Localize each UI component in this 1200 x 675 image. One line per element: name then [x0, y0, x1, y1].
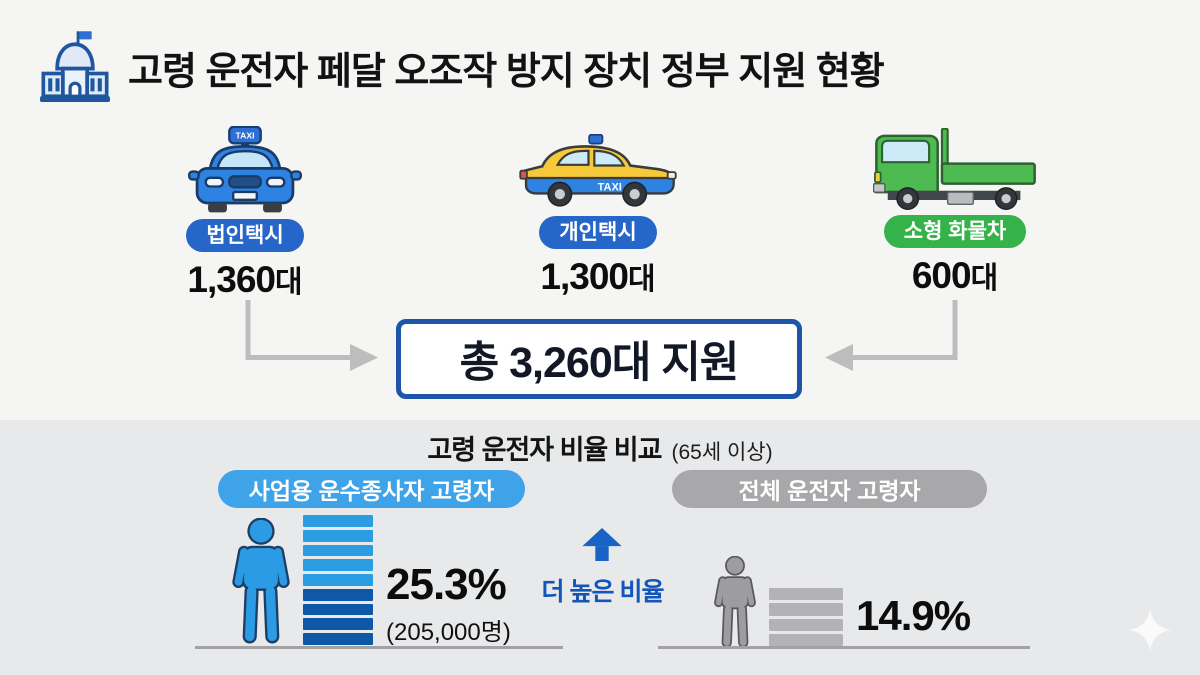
all-driver-percent: 14.9%	[856, 592, 971, 639]
all-driver-ratio-bar	[769, 588, 843, 646]
comparison-subtitle: (65세 이상)	[671, 441, 773, 464]
sparkle-icon	[1128, 608, 1172, 652]
all-drivers-pill: 전체 운전자 고령자	[672, 470, 987, 508]
small-truck-badge: 소형 화물차	[883, 215, 1027, 249]
small-truck-icon	[872, 128, 1036, 210]
higher-ratio-label: 더 높은 비율	[541, 578, 665, 606]
all-driver-person-icon	[714, 556, 756, 648]
bar-segment	[303, 515, 373, 527]
bar-segment	[303, 574, 373, 586]
connector-arrows	[245, 300, 958, 371]
bar-segment	[303, 544, 373, 557]
corporate-taxi-icon: TAXI	[188, 126, 302, 213]
business-drivers-pill: 사업용 운수종사자 고령자	[218, 470, 525, 508]
corporate-taxi-count: 1,360 대	[187, 259, 303, 301]
business-driver-person-icon	[232, 518, 290, 644]
bar-segment	[303, 588, 373, 601]
bar-segment	[769, 618, 843, 631]
vehicle-small-truck: 소형 화물차 600 대	[845, 128, 1065, 297]
private-taxi-count: 1,300 대	[540, 256, 656, 298]
small-truck-count: 600 대	[911, 255, 999, 297]
bar-segment	[769, 588, 843, 601]
svg-text:TAXI: TAXI	[235, 131, 254, 141]
svg-text:TAXI: TAXI	[598, 181, 622, 193]
left-connector-arrow	[245, 300, 378, 371]
business-driver-count-note: (205,000명)	[386, 619, 511, 646]
private-taxi-badge: 개인택시	[539, 216, 657, 250]
vehicle-private-taxi: TAXI 개인택시 1,300 대	[488, 134, 708, 298]
up-arrow-icon	[582, 528, 622, 561]
bar-segment	[769, 603, 843, 616]
business-driver-percent: 25.3%	[386, 560, 507, 609]
total-support-text: 총 3,260대 지원	[459, 339, 740, 387]
bar-segment	[303, 529, 373, 542]
government-building-icon	[40, 31, 110, 102]
private-taxi-icon: TAXI	[519, 134, 677, 207]
bar-segment	[303, 633, 373, 646]
support-status-section: 고령 운전자 페달 오조작 방지 장치 정부 지원 현황 TAXI	[36, 28, 1065, 399]
header: 고령 운전자 페달 오조작 방지 장치 정부 지원 현황	[36, 28, 885, 106]
total-support-box: 총 3,260대 지원	[396, 319, 802, 399]
bar-segment	[303, 603, 373, 616]
bar-segment	[303, 618, 373, 631]
left-baseline	[195, 646, 563, 649]
corporate-taxi-badge: 법인택시	[186, 219, 304, 253]
bar-segment	[769, 633, 843, 646]
business-driver-ratio-bar	[303, 515, 373, 646]
right-baseline	[658, 646, 1030, 649]
vehicle-corporate-taxi: TAXI 법인택시 1,360 대	[135, 126, 355, 301]
bar-segment	[303, 559, 373, 572]
comparison-title: 고령 운전자 비율 비교 (65세 이상)	[0, 428, 1200, 467]
page-title: 고령 운전자 페달 오조작 방지 장치 정부 지원 현황	[128, 50, 885, 93]
right-connector-arrow	[825, 300, 958, 371]
comparison-title-text: 고령 운전자 비율 비교	[427, 435, 662, 465]
ratio-comparison-section: 고령 운전자 비율 비교 (65세 이상) 사업용 운수종사자 고령자 전체 운…	[0, 420, 1200, 675]
